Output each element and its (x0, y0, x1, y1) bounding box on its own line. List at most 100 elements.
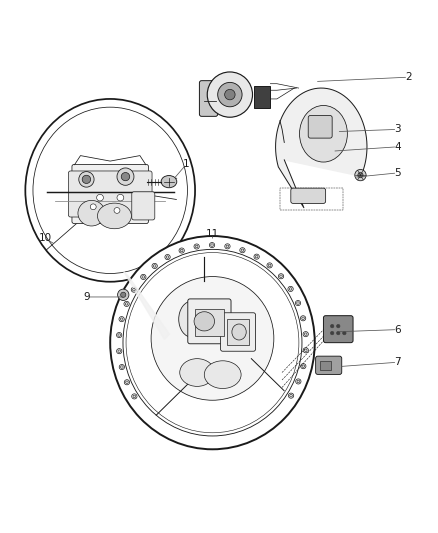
Ellipse shape (279, 274, 284, 279)
Ellipse shape (232, 324, 246, 340)
Ellipse shape (330, 325, 334, 328)
FancyBboxPatch shape (72, 164, 148, 223)
Ellipse shape (355, 169, 366, 181)
Ellipse shape (25, 99, 195, 282)
Ellipse shape (295, 301, 300, 305)
Ellipse shape (211, 244, 213, 246)
Ellipse shape (152, 263, 157, 269)
Ellipse shape (255, 255, 258, 258)
Ellipse shape (218, 83, 242, 107)
Ellipse shape (267, 263, 272, 268)
FancyBboxPatch shape (68, 171, 152, 217)
Ellipse shape (268, 264, 271, 266)
Ellipse shape (302, 365, 304, 367)
Ellipse shape (117, 168, 134, 185)
Ellipse shape (82, 175, 91, 183)
Ellipse shape (97, 195, 103, 201)
Ellipse shape (303, 332, 308, 337)
Ellipse shape (118, 334, 120, 336)
Ellipse shape (133, 288, 135, 291)
Text: 5: 5 (394, 168, 401, 178)
Ellipse shape (151, 277, 274, 400)
Ellipse shape (78, 200, 105, 226)
Ellipse shape (303, 348, 308, 353)
Ellipse shape (132, 394, 137, 399)
FancyBboxPatch shape (308, 116, 332, 138)
Text: 7: 7 (394, 357, 401, 367)
Text: 6: 6 (394, 325, 401, 335)
Ellipse shape (179, 301, 205, 337)
Ellipse shape (131, 287, 137, 292)
Ellipse shape (161, 175, 177, 188)
Ellipse shape (300, 106, 347, 162)
Ellipse shape (117, 333, 122, 337)
Ellipse shape (194, 244, 199, 249)
Ellipse shape (90, 204, 96, 209)
FancyBboxPatch shape (291, 188, 325, 204)
Ellipse shape (141, 274, 146, 279)
FancyBboxPatch shape (316, 356, 342, 375)
FancyBboxPatch shape (220, 313, 255, 351)
Ellipse shape (165, 255, 170, 260)
Ellipse shape (98, 203, 131, 229)
Text: 3: 3 (394, 124, 401, 134)
Polygon shape (276, 88, 367, 208)
Ellipse shape (289, 288, 292, 290)
Ellipse shape (117, 289, 129, 301)
Ellipse shape (121, 173, 130, 181)
Ellipse shape (124, 301, 129, 306)
Ellipse shape (358, 173, 363, 177)
FancyBboxPatch shape (132, 192, 155, 220)
Polygon shape (124, 271, 170, 340)
Text: 9: 9 (83, 292, 89, 302)
Ellipse shape (297, 302, 299, 304)
Ellipse shape (336, 332, 340, 335)
Ellipse shape (195, 245, 198, 248)
Ellipse shape (117, 195, 124, 201)
Bar (227, 319, 249, 345)
FancyBboxPatch shape (323, 316, 353, 343)
Ellipse shape (166, 256, 169, 259)
Text: 4: 4 (394, 142, 401, 152)
Ellipse shape (288, 286, 293, 292)
Ellipse shape (304, 349, 307, 352)
Ellipse shape (280, 275, 283, 278)
Ellipse shape (114, 207, 120, 213)
Ellipse shape (226, 245, 229, 248)
Ellipse shape (123, 249, 302, 436)
Ellipse shape (296, 379, 301, 384)
Text: 10: 10 (39, 233, 52, 243)
Ellipse shape (304, 333, 307, 335)
Ellipse shape (119, 317, 124, 322)
Ellipse shape (79, 172, 94, 187)
Ellipse shape (125, 303, 128, 305)
Ellipse shape (300, 364, 306, 369)
Ellipse shape (290, 394, 293, 397)
Bar (321, 361, 331, 370)
Ellipse shape (207, 72, 253, 117)
Bar (195, 309, 224, 336)
Text: 11: 11 (206, 229, 219, 239)
Bar (254, 86, 270, 108)
FancyBboxPatch shape (188, 299, 231, 344)
Ellipse shape (153, 265, 156, 267)
Ellipse shape (225, 90, 235, 100)
Ellipse shape (194, 312, 215, 331)
Ellipse shape (288, 393, 294, 398)
Ellipse shape (180, 359, 215, 386)
Ellipse shape (120, 366, 123, 368)
Ellipse shape (225, 244, 230, 249)
Ellipse shape (204, 361, 241, 389)
Ellipse shape (117, 349, 122, 354)
Ellipse shape (297, 380, 300, 383)
Ellipse shape (142, 276, 145, 278)
Ellipse shape (124, 379, 130, 385)
Ellipse shape (110, 236, 315, 449)
Ellipse shape (330, 332, 334, 335)
Ellipse shape (209, 243, 215, 248)
Text: 2: 2 (405, 72, 412, 82)
Ellipse shape (120, 318, 123, 320)
Ellipse shape (120, 292, 126, 297)
Ellipse shape (343, 332, 346, 335)
Ellipse shape (241, 249, 244, 252)
